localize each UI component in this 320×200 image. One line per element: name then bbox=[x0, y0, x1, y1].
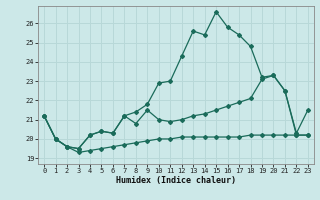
X-axis label: Humidex (Indice chaleur): Humidex (Indice chaleur) bbox=[116, 176, 236, 185]
